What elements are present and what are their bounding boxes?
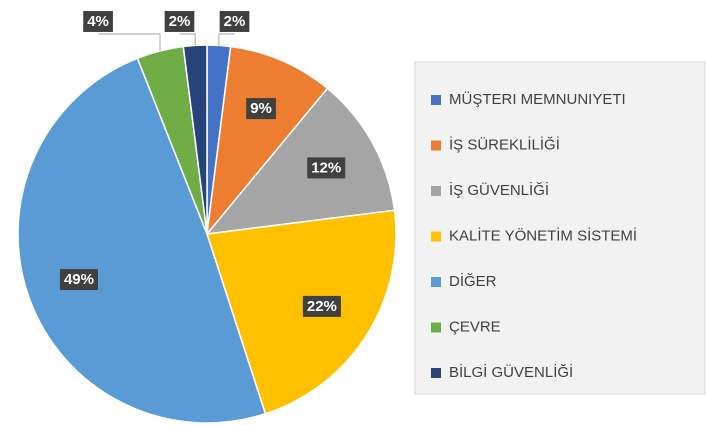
pie-slice xyxy=(17,57,267,424)
value-label-bg xyxy=(246,98,276,120)
value-label: 12% xyxy=(311,159,341,176)
legend-swatch xyxy=(431,140,441,151)
pie-slice xyxy=(205,45,329,237)
legend-label: MÜŞTERI MEMNUNIYETI xyxy=(449,90,626,108)
value-label: 2% xyxy=(224,13,246,30)
pie-slice xyxy=(205,87,396,235)
value-label: 22% xyxy=(307,298,337,315)
legend-swatch xyxy=(431,231,441,242)
value-label-bg xyxy=(59,269,98,291)
value-label-bg xyxy=(307,157,346,179)
value-label-bg xyxy=(164,10,195,32)
legend-label: KALİTE YÖNETİM SİSTEMİ xyxy=(449,226,637,244)
value-label-bg xyxy=(83,10,113,32)
leader-line xyxy=(98,33,161,51)
value-label: 4% xyxy=(87,13,109,30)
value-label-bg xyxy=(302,295,341,317)
pie-slice xyxy=(206,209,397,415)
value-label: 9% xyxy=(250,100,272,117)
legend-swatch xyxy=(431,95,441,105)
leader-line xyxy=(218,33,235,46)
legend-label: İŞ SÜREKLİLİĞİ xyxy=(449,135,560,153)
value-label-bg xyxy=(219,10,250,32)
legend-label: DİĞER xyxy=(449,272,497,290)
value-label: 2% xyxy=(169,13,191,30)
value-label: 49% xyxy=(64,271,94,288)
legend-label: İŞ GÜVENLİĞİ xyxy=(449,181,549,199)
legend-box xyxy=(414,61,706,395)
legend-swatch xyxy=(431,322,441,333)
legend-swatch xyxy=(431,368,441,378)
legend-label: ÇEVRE xyxy=(449,318,501,335)
legend-label: BİLGİ GÜVENLİĞİ xyxy=(449,363,573,381)
legend-swatch xyxy=(431,186,441,196)
legend-swatch xyxy=(431,277,441,287)
leader-line xyxy=(179,33,196,46)
